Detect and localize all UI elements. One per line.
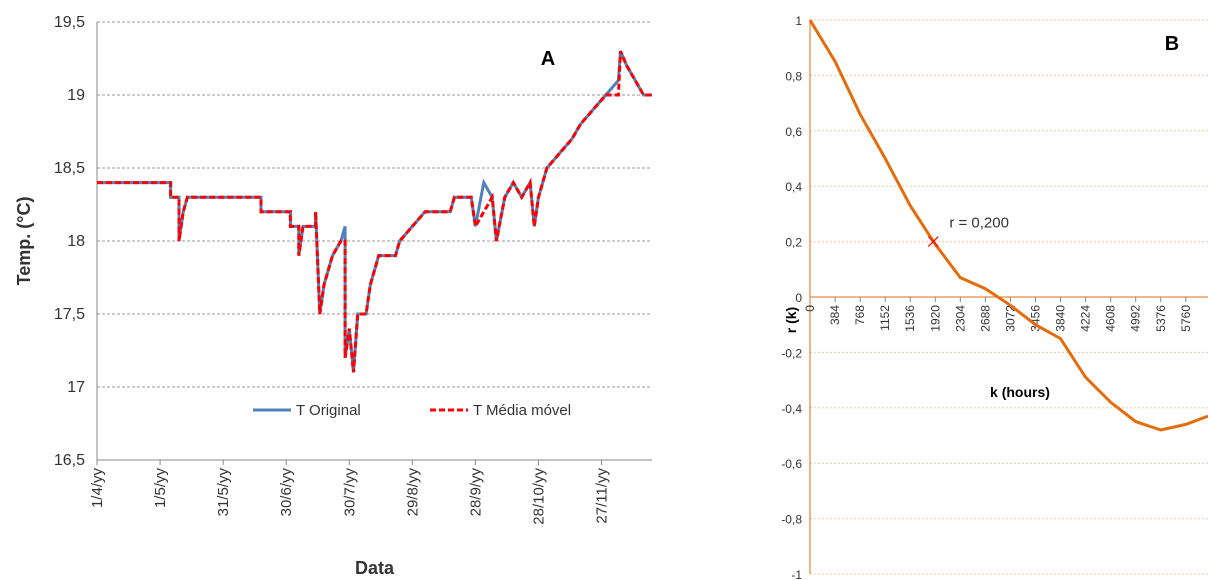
x-tick-label: 30/7/yy bbox=[341, 468, 358, 517]
y-tick-label: 17 bbox=[67, 379, 85, 396]
x-tick-label: 29/8/yy bbox=[404, 468, 421, 517]
x-tick-label: 0 bbox=[803, 305, 817, 312]
y-tick-label: 19,5 bbox=[54, 14, 85, 31]
x-tick-label: 31/5/yy bbox=[215, 468, 232, 517]
y-tick-label: 0,6 bbox=[785, 125, 802, 139]
y-tick-label: -0,8 bbox=[781, 513, 802, 527]
annotation: r = 0,200 bbox=[949, 215, 1009, 232]
x-tick-label: 1/4/yy bbox=[89, 468, 106, 509]
x-tick-label: 28/10/yy bbox=[530, 468, 547, 525]
x-tick-label: 384 bbox=[828, 305, 842, 325]
x-tick-label: 30/6/yy bbox=[278, 468, 295, 517]
x-tick-label: 768 bbox=[853, 305, 867, 325]
y-axis-label: Temp. (°C) bbox=[14, 197, 34, 286]
x-tick-label: 1152 bbox=[878, 305, 892, 331]
panel-label: B bbox=[1165, 33, 1179, 55]
annotation-marker bbox=[927, 236, 939, 248]
x-tick-label: 3072 bbox=[1003, 305, 1017, 332]
x-tick-label: 4992 bbox=[1129, 305, 1143, 332]
x-tick-label: 5376 bbox=[1154, 305, 1168, 332]
y-tick-label: 0,4 bbox=[785, 180, 802, 194]
x-tick-label: 3840 bbox=[1054, 305, 1068, 332]
legend-label: T Média móvel bbox=[473, 402, 571, 419]
x-tick-label: 1920 bbox=[928, 305, 942, 332]
y-tick-label: 19 bbox=[67, 87, 85, 104]
y-tick-label: 0 bbox=[795, 291, 802, 305]
y-tick-label: -0,2 bbox=[781, 346, 802, 360]
legend-label: T Original bbox=[296, 402, 361, 419]
y-axis-label: r (k) bbox=[783, 307, 799, 333]
y-tick-label: 18,5 bbox=[54, 160, 85, 177]
x-axis-label: k (hours) bbox=[990, 384, 1050, 400]
y-tick-label: 16,5 bbox=[54, 452, 85, 469]
x-tick-label: 27/11/yy bbox=[594, 468, 611, 524]
x-tick-label: 4608 bbox=[1104, 305, 1118, 332]
y-tick-label: 0,8 bbox=[785, 69, 802, 83]
x-tick-label: 5760 bbox=[1179, 305, 1193, 332]
y-tick-label: 1 bbox=[795, 14, 802, 28]
x-tick-label: 2688 bbox=[978, 305, 992, 332]
x-tick-label: 1/5/yy bbox=[152, 468, 169, 509]
y-tick-label: 18 bbox=[67, 233, 85, 250]
panel-label: A bbox=[541, 48, 555, 70]
x-tick-label: 1536 bbox=[903, 305, 917, 332]
x-axis-label: Data bbox=[355, 558, 395, 578]
y-tick-label: -1 bbox=[791, 568, 802, 580]
series-line bbox=[97, 50, 652, 373]
x-tick-label: 2304 bbox=[953, 305, 967, 332]
x-tick-label: 28/9/yy bbox=[467, 468, 484, 517]
y-tick-label: -0,4 bbox=[781, 402, 802, 416]
y-tick-label: 17,5 bbox=[54, 306, 85, 323]
y-tick-label: -0,6 bbox=[781, 457, 802, 471]
x-tick-label: 4224 bbox=[1079, 305, 1093, 332]
y-tick-label: 0,2 bbox=[785, 236, 802, 250]
series-line bbox=[808, 19, 1208, 432]
